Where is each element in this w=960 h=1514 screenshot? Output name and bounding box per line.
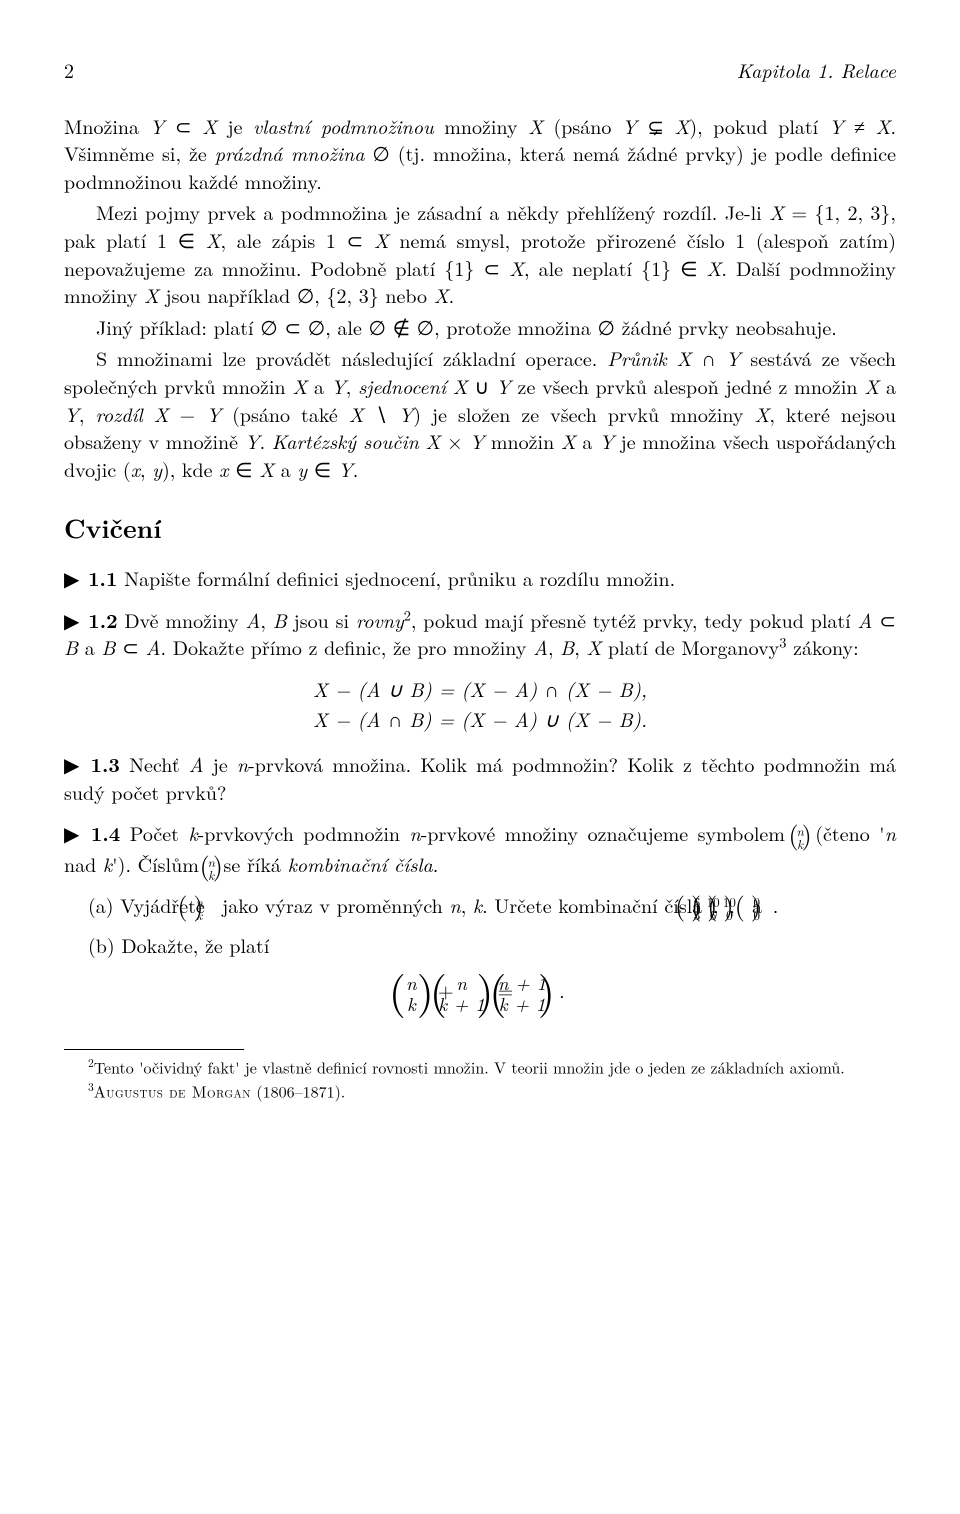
equation-block-pascal: ( n k ) + ( n k + 1 ) = ( n + 1 k + 1 ) … — [116, 973, 896, 1015]
exercise-text: Nechť A je n-prvková množina. Kolik má p… — [64, 749, 896, 806]
chapter-title: Kapitola 1. Relace — [737, 56, 896, 84]
exercise-1-4: ▶ 1.4 Počet k-prvkových podmnožin n-prvk… — [64, 819, 896, 1014]
marker-icon: ▶ — [64, 606, 79, 634]
paragraph-4: S množinami lze provádět následující zák… — [64, 344, 896, 482]
paragraph-2: Mezi pojmy prvek a podmnožina je zásadní… — [64, 198, 896, 308]
exercise-text-a: Dvě množiny A, B jsou si rovny — [124, 605, 403, 634]
section-heading-cviceni: Cvičení — [64, 510, 896, 546]
marker-icon: ▶ — [64, 750, 79, 778]
exercise-1-1: ▶ 1.1 Napište formální definici sjednoce… — [64, 564, 896, 592]
footnote-rule — [64, 1049, 244, 1050]
footnote-2: 2Tento 'očividný fakt' je vlastně defini… — [64, 1056, 896, 1078]
big-binom-right: ( n + 1 k + 1 ) — [526, 973, 547, 1015]
page-number: 2 — [64, 56, 74, 84]
exercise-number: 1.4 — [91, 818, 120, 847]
exercise-lead-a: Počet k-prvkových podmnožin n-prvkové mn… — [130, 818, 795, 847]
exercise-lead-c: se říká kombinační čísla. — [224, 849, 439, 878]
footnote-name: Augustus de Morgan — [94, 1079, 251, 1102]
exercise-1-4-b: (b) Dokažte, že platí ( n k ) + ( n k + … — [88, 931, 896, 1014]
page-header: 2 Kapitola 1. Relace — [64, 56, 896, 84]
subitem-label: (a) — [88, 890, 114, 919]
marker-icon: ▶ — [64, 819, 79, 847]
subitem-text-b: jako výraz v proměnných n, k. Určete kom… — [222, 890, 709, 919]
equation-line-2: X − (A ∩ B) = (X − A) ∪ (X − B). — [64, 705, 896, 733]
footnote-ref-2: 2 — [404, 605, 411, 625]
exercise-1-4-a: (a) Vyjádřete ( n k ) jako výraz v promě… — [88, 891, 896, 922]
exercise-1-3: ▶ 1.3 Nechť A je n-prvková množina. Koli… — [64, 750, 896, 805]
binom-n-k: ( n k ) — [796, 824, 803, 850]
subitem-text: Dokažte, že platí — [121, 930, 269, 959]
exercise-1-2: ▶ 1.2 Dvě množiny A, B jsou si rovny2, p… — [64, 606, 896, 732]
footnote-3: 3Augustus de Morgan (1806–1871). — [64, 1080, 896, 1102]
binom-n-k-2: ( n k ) — [208, 855, 215, 881]
footnote-dates: (1806–1871). — [251, 1079, 345, 1102]
paragraph-1: Množina Y ⊂ X je vlastní podmnožinou mno… — [64, 112, 896, 195]
exercise-number: 1.2 — [88, 605, 117, 634]
equation-block-demorgan: X − (A ∪ B) = (X − A) ∩ (X − B), X − (A … — [64, 675, 896, 732]
exercise-text: Napište formální definici sjednocení, pr… — [124, 563, 675, 592]
marker-icon: ▶ — [64, 564, 79, 592]
exercise-text-c: zákony: — [786, 632, 858, 661]
exercise-number: 1.3 — [91, 749, 120, 778]
equation-line-1: X − (A ∪ B) = (X − A) ∩ (X − B), — [64, 675, 896, 703]
subitem-label: (b) — [88, 930, 115, 959]
paragraph-3: Jiný příklad: platí ∅ ⊂ ∅, ale ∅ ∉ ∅, pr… — [64, 313, 896, 341]
footnote-text: Tento 'očividný fakt' je vlastně definic… — [94, 1055, 845, 1078]
exercise-number: 1.1 — [88, 563, 117, 592]
big-binom-middle: ( n k + 1 ) — [466, 973, 485, 1015]
